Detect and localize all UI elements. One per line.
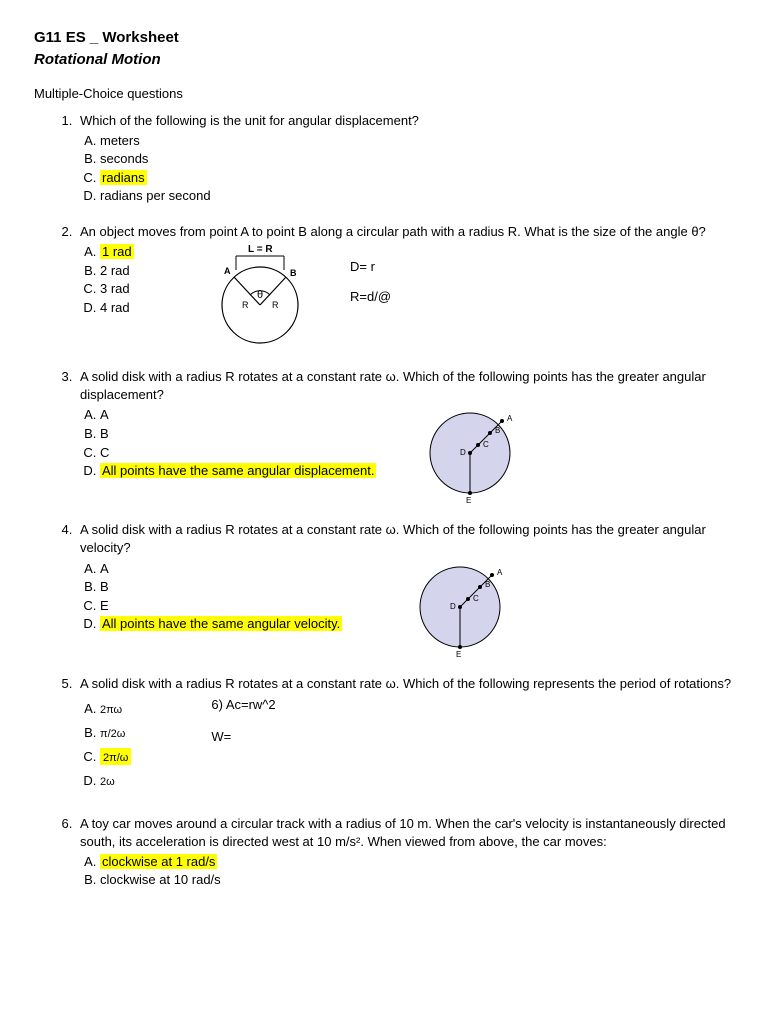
q5-text: A solid disk with a radius R rotates at … <box>80 676 731 691</box>
svg-text:B: B <box>495 426 500 435</box>
q2-choice-a: 1 rad <box>100 243 170 261</box>
q1-text: Which of the following is the unit for a… <box>80 113 419 128</box>
q4-answer: All points have the same angular velocit… <box>100 616 342 631</box>
q2-answer: 1 rad <box>100 244 134 259</box>
page-title: G11 ES _ Worksheet Rotational Motion <box>34 28 734 71</box>
q5-side-notes: 6) Ac=rw^2 W= <box>211 696 275 745</box>
q4-choice-d: All points have the same angular velocit… <box>100 615 390 633</box>
question-1: Which of the following is the unit for a… <box>76 112 734 205</box>
q5-choice-b: π/2ω <box>100 724 131 742</box>
q2-side-notes: D= r R=d/@ <box>350 258 391 305</box>
q3-diagram: A B C D E <box>420 403 530 503</box>
q3-choices: A B C All points have the same angular d… <box>80 405 400 480</box>
question-list: Which of the following is the unit for a… <box>34 112 734 889</box>
q6-choice-b: clockwise at 10 rad/s <box>100 871 734 889</box>
q3-choice-b: B <box>100 425 400 443</box>
q1-choice-c: radians <box>100 169 734 187</box>
circle-arc-icon: θ R R A B L = R <box>190 240 330 350</box>
q1-choice-a: meters <box>100 132 734 150</box>
q3-choice-a: A <box>100 406 400 424</box>
q3-choice-d: All points have the same angular displac… <box>100 462 400 480</box>
q1-choices: meters seconds radians radians per secon… <box>80 132 734 205</box>
svg-text:E: E <box>466 496 471 503</box>
q2-side2: R=d/@ <box>350 288 391 306</box>
svg-text:C: C <box>473 594 479 603</box>
svg-text:D: D <box>460 448 466 457</box>
q4-choice-a: A <box>100 560 390 578</box>
q5-side2: W= <box>211 728 275 746</box>
question-6: A toy car moves around a circular track … <box>76 815 734 888</box>
q6-choice-a: clockwise at 1 rad/s <box>100 853 734 871</box>
q4-choices: A B E All points have the same angular v… <box>80 559 390 634</box>
q5-choice-a: 2πω <box>100 700 131 718</box>
subtitle: Rotational Motion <box>34 50 734 70</box>
question-4: A solid disk with a radius R rotates at … <box>76 521 734 656</box>
svg-text:A: A <box>497 568 503 577</box>
q2-choices: 1 rad 2 rad 3 rad 4 rad <box>80 242 170 317</box>
q5-choices: 2πω π/2ω 2π/ω 2ω <box>80 694 131 795</box>
q4-diagram: A B C D E <box>410 557 520 657</box>
q2-side1: D= r <box>350 258 391 276</box>
svg-text:A: A <box>224 266 231 276</box>
svg-text:L = R: L = R <box>248 244 273 255</box>
disk-points-icon: A B C D E <box>420 403 530 503</box>
q5-choice-d: 2ω <box>100 772 131 790</box>
title: G11 ES _ Worksheet <box>34 28 734 48</box>
svg-text:R: R <box>272 300 279 310</box>
q1-choice-b: seconds <box>100 150 734 168</box>
svg-text:E: E <box>456 650 461 657</box>
disk-points-icon: A B C D E <box>410 557 520 657</box>
question-5: A solid disk with a radius R rotates at … <box>76 675 734 798</box>
svg-text:A: A <box>507 414 513 423</box>
svg-text:B: B <box>290 268 297 278</box>
question-2: An object moves from point A to point B … <box>76 223 734 351</box>
q6-answer: clockwise at 1 rad/s <box>100 854 217 869</box>
q4-choice-b: B <box>100 578 390 596</box>
svg-text:B: B <box>485 580 490 589</box>
q2-choice-d: 4 rad <box>100 299 170 317</box>
question-3: A solid disk with a radius R rotates at … <box>76 368 734 503</box>
q3-text: A solid disk with a radius R rotates at … <box>80 369 706 402</box>
q4-choice-c: E <box>100 597 390 615</box>
svg-text:θ: θ <box>257 289 263 301</box>
q2-choice-b: 2 rad <box>100 262 170 280</box>
section-heading: Multiple-Choice questions <box>34 85 734 103</box>
svg-text:C: C <box>483 440 489 449</box>
q5-choice-c: 2π/ω <box>100 748 131 766</box>
q2-diagram: θ R R A B L = R <box>190 240 330 350</box>
q1-answer: radians <box>100 170 147 185</box>
svg-text:R: R <box>242 300 249 310</box>
q3-choice-c: C <box>100 444 400 462</box>
q3-answer: All points have the same angular displac… <box>100 463 376 478</box>
q2-text: An object moves from point A to point B … <box>80 224 706 239</box>
q4-text: A solid disk with a radius R rotates at … <box>80 522 706 555</box>
svg-text:D: D <box>450 602 456 611</box>
q1-choice-d: radians per second <box>100 187 734 205</box>
q5-side1: 6) Ac=rw^2 <box>211 696 275 714</box>
q6-choices: clockwise at 1 rad/s clockwise at 10 rad… <box>80 853 734 889</box>
q6-text: A toy car moves around a circular track … <box>80 816 726 849</box>
q2-choice-c: 3 rad <box>100 280 170 298</box>
